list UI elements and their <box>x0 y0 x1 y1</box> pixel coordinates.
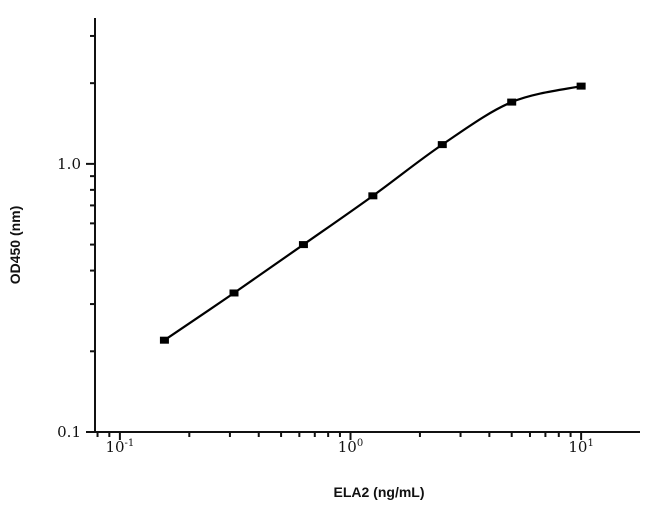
y-tick-label: 1.0 <box>57 155 81 173</box>
data-point <box>576 82 586 90</box>
data-points <box>159 82 586 344</box>
data-point <box>159 336 169 344</box>
y-tick-label: 0.1 <box>57 423 81 441</box>
x-axis-tick-labels: 10-1 100 101 <box>105 438 593 456</box>
data-point <box>229 289 239 297</box>
x-axis-title: ELA2 (ng/mL) <box>334 484 425 500</box>
data-point <box>298 241 308 249</box>
y-axis-title: OD450 (nm) <box>7 206 23 285</box>
y-axis-tick-labels: 0.1 1.0 <box>57 155 81 441</box>
x-tick-label: 10-1 <box>105 438 134 456</box>
x-tick-label: 101 <box>568 438 593 456</box>
x-tick-label: 100 <box>338 438 363 456</box>
axes <box>86 18 640 440</box>
y-axis-ticks <box>86 34 95 433</box>
data-point <box>437 141 447 149</box>
data-point <box>507 98 517 106</box>
data-point <box>368 192 378 200</box>
series-curve <box>163 85 582 342</box>
x-axis-ticks <box>96 432 583 440</box>
